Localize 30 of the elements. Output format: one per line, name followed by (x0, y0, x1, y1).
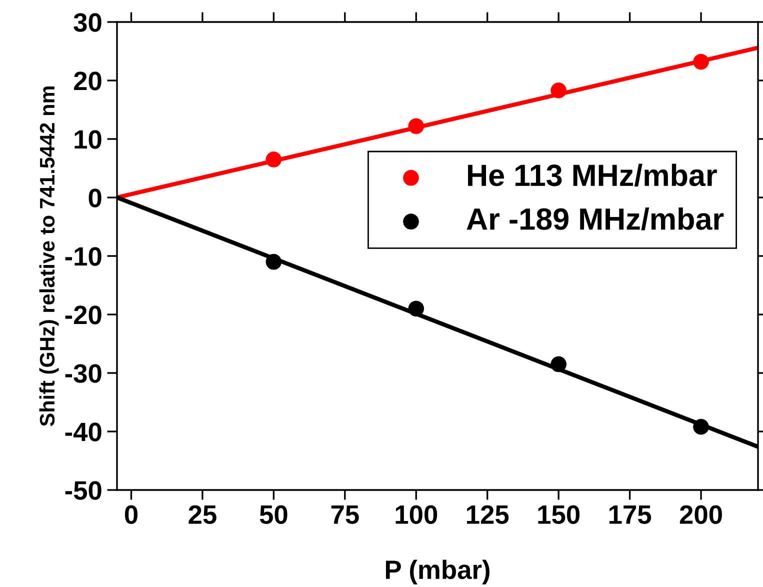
x-tick-label: 200 (680, 505, 722, 524)
y-tick-label: 0 (88, 188, 102, 208)
legend-label: He 113 MHz/mbar (468, 164, 717, 186)
y-tick-label: -30 (65, 364, 102, 383)
point (693, 54, 709, 70)
x-tick-label: 150 (538, 505, 580, 524)
x-tick-label: 75 (331, 506, 359, 524)
point (408, 300, 424, 317)
y-tick-label: -10 (65, 247, 102, 266)
y-tick-label: 20 (74, 72, 102, 90)
legend-label: Ar -189 MHz/mbar (466, 207, 724, 230)
point (408, 118, 424, 134)
point (550, 356, 566, 372)
y-tick-label: -40 (65, 422, 102, 442)
y-axis-title: Shift (GHz) relative to 741.5442 nm (39, 86, 59, 426)
point (266, 152, 282, 168)
y-tick-label: -50 (65, 481, 102, 500)
x-tick-label: 125 (467, 505, 509, 524)
x-tick-label: 175 (609, 506, 652, 524)
point (693, 418, 709, 435)
x-tick-label: 25 (188, 505, 216, 524)
x-axis-title: P (mbar) (386, 560, 490, 584)
x-tick-label: 100 (396, 505, 438, 524)
point (550, 82, 566, 98)
x-tick-label: 0 (124, 505, 138, 524)
point (266, 254, 282, 270)
y-tick-label: 10 (74, 130, 102, 149)
y-tick-label: 30 (74, 13, 102, 32)
x-tick-label: 50 (260, 505, 288, 524)
y-tick-label: -20 (65, 306, 102, 324)
